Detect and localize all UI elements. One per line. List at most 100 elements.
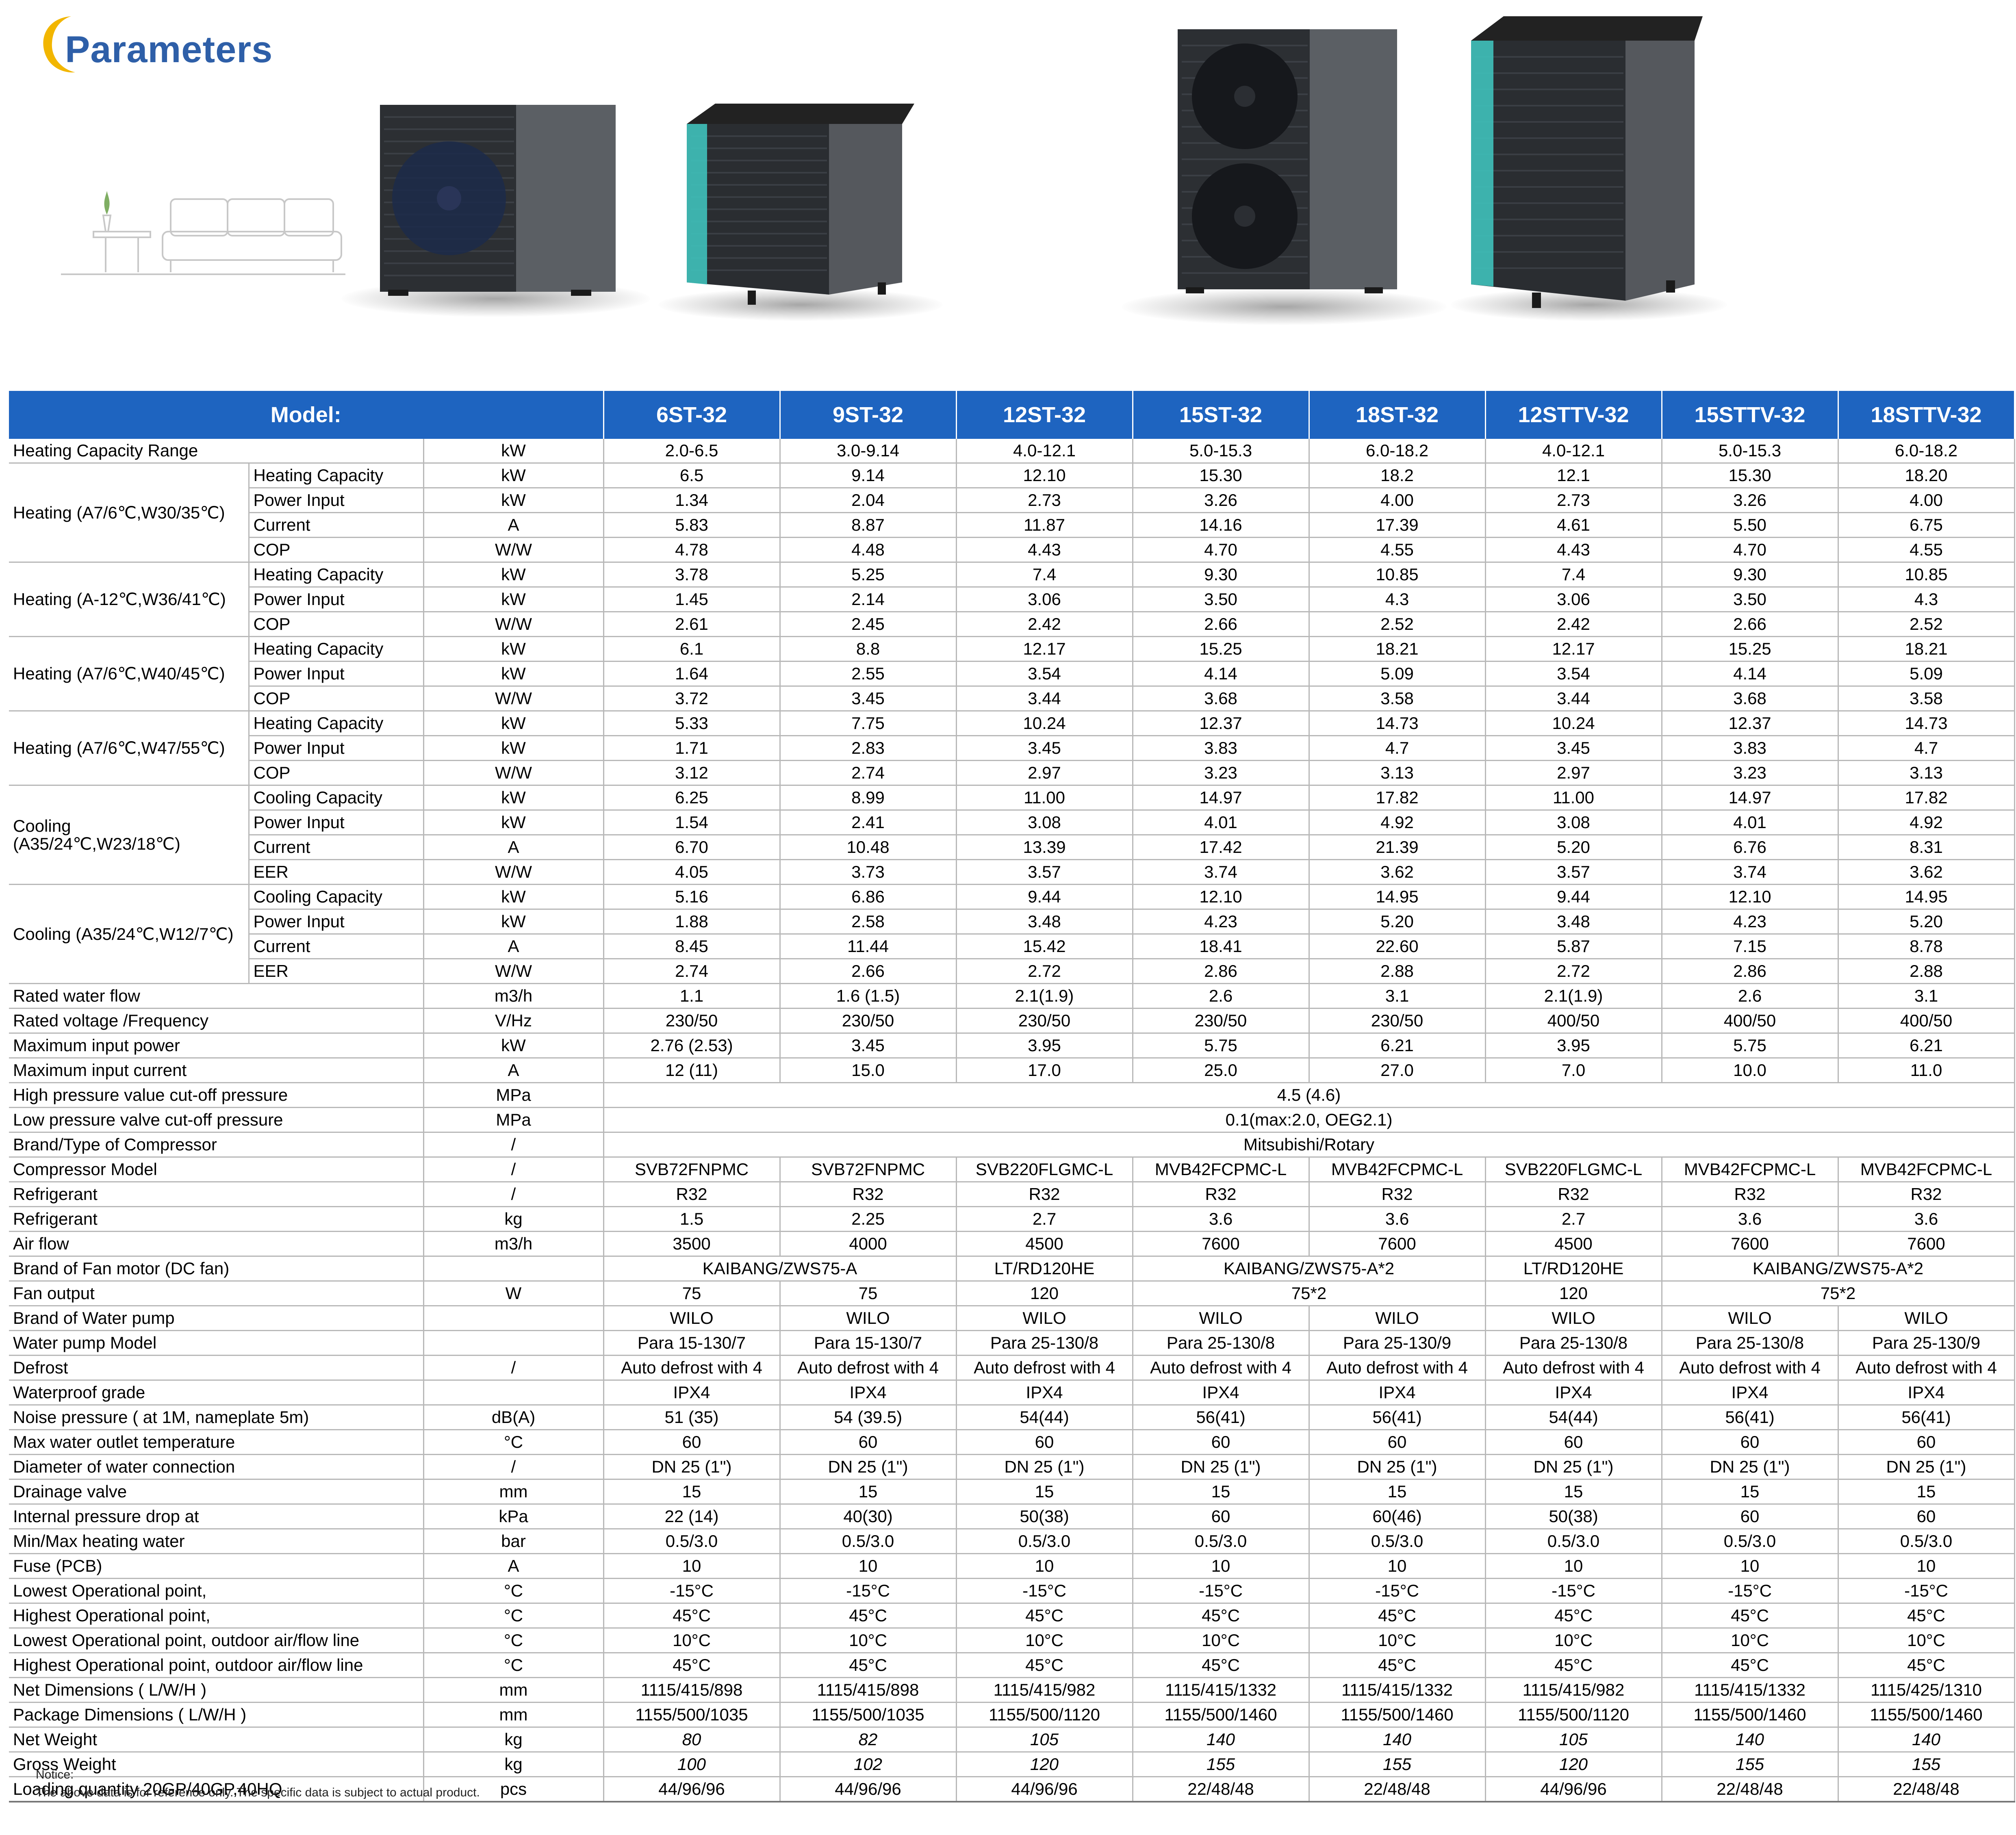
table-cell: 4.05 (603, 859, 781, 885)
table-cell: 4000 (780, 1231, 957, 1257)
table-row: Lowest Operational point, outdoor air/fl… (9, 1628, 2015, 1653)
table-cell: IPX4 (1662, 1380, 1839, 1406)
table-cell: 1.34 (603, 488, 781, 513)
row-label: Loading quantity 20GP/40GP,40HQ (9, 1776, 424, 1802)
table-cell: 400/50 (1838, 1008, 2015, 1034)
group-title: Heating (A7/6℃,W30/35℃) (13, 503, 225, 522)
row-unit: / (423, 1454, 604, 1480)
table-cell: Para 25-130/9 (1838, 1330, 2015, 1356)
group-title: Heating (A7/6℃,W47/55℃) (13, 738, 225, 757)
table-row: COP W/W 3.72 3.45 3.44 3.68 3.58 3.44 3.68 3.58 (9, 686, 2015, 711)
row-unit: kW (423, 562, 604, 588)
table-cell: Auto defrost with 4 (1662, 1355, 1839, 1381)
table-cell: 10.24 (1485, 711, 1662, 736)
table-cell: 3.12 (603, 760, 781, 786)
table-cell: 6.21 (1838, 1033, 2015, 1058)
table-cell: 4.43 (1485, 537, 1662, 563)
table-cell: 45°C (1838, 1653, 2015, 1678)
table-cell: 2.0-6.5 (603, 439, 781, 464)
group-label: Heating (A7/6℃,W40/45℃) (9, 636, 250, 711)
table-cell: 105 (956, 1727, 1133, 1753)
table-cell: 54(44) (1485, 1405, 1662, 1430)
table-cell: 45°C (1662, 1653, 1839, 1678)
table-cell: 12.17 (1485, 636, 1662, 662)
table-cell: 7600 (1662, 1231, 1839, 1257)
table-cell: 0.5/3.0 (780, 1529, 957, 1554)
table-cell: 1155/500/1035 (780, 1702, 957, 1728)
table-cell: 12.37 (1133, 711, 1310, 736)
table-cell: 8.87 (780, 512, 957, 538)
table-row: Fan output W 75 75 120 75*2 120 75*2 (9, 1281, 2015, 1306)
table-cell: 2.74 (603, 959, 781, 984)
table-cell: WILO (1133, 1306, 1310, 1331)
table-cell: 7.15 (1662, 934, 1839, 959)
table-cell: 155 (1838, 1752, 2015, 1777)
table-cell: 1115/415/1332 (1133, 1677, 1310, 1703)
table-row: Compressor Model / SVB72FNPMC SVB72FNPMC SVB… (9, 1157, 2015, 1182)
table-row: Power Input kW 1.71 2.83 3.45 3.83 4.7 3.45 3.83… (9, 735, 2015, 761)
table-cell: 1155/500/1035 (603, 1702, 781, 1728)
table-cell: 45°C (780, 1653, 957, 1678)
table-cell: 60 (1662, 1429, 1839, 1455)
table-cell: 3.44 (1485, 686, 1662, 711)
table-cell: 2.86 (1133, 959, 1310, 984)
table-cell: R32 (780, 1182, 957, 1207)
table-cell: 6.0-18.2 (1838, 439, 2015, 464)
table-cell: 102 (780, 1752, 957, 1777)
table-cell: 1.71 (603, 735, 781, 761)
table-cell: 7600 (1838, 1231, 2015, 1257)
row-unit: W/W (423, 612, 604, 637)
table-cell: 10 (1133, 1553, 1310, 1579)
table-cell: 1115/415/898 (603, 1677, 781, 1703)
table-cell: 1115/425/1310 (1838, 1677, 2015, 1703)
table-cell: SVB220FLGMC-L (1485, 1157, 1662, 1182)
table-cell: 230/50 (1309, 1008, 1486, 1034)
table-cell: 45°C (603, 1603, 781, 1629)
table-cell: -15°C (1662, 1578, 1839, 1604)
table-cell: 45°C (1309, 1603, 1486, 1629)
table-cell: 4.00 (1309, 488, 1486, 513)
table-cell: 3.57 (1485, 859, 1662, 885)
group-title-2: (A35/24℃,W23/18℃) (13, 834, 180, 853)
table-cell: 3.62 (1309, 859, 1486, 885)
row-unit: kW (423, 909, 604, 935)
table-cell: 2.72 (1485, 959, 1662, 984)
table-row: Refrigerant kg 1.5 2.25 2.7 3.6 3.6 2.7 3.6 3.6 (9, 1206, 2015, 1232)
table-cell: 2.6 (1662, 983, 1839, 1009)
table-cell: DN 25 (1") (780, 1454, 957, 1480)
model-column-header: 12ST-32 (956, 391, 1133, 439)
table-cell: 44/96/96 (780, 1776, 957, 1802)
row-label: Rated water flow (9, 983, 424, 1009)
row-label: Brand/Type of Compressor (9, 1132, 424, 1158)
table-cell: 1.5 (603, 1206, 781, 1232)
table-cell: 2.66 (780, 959, 957, 984)
page-title: Parameters (65, 29, 273, 70)
table-cell: 4.43 (956, 537, 1133, 563)
row-unit: A (423, 512, 604, 538)
table-cell: 10.85 (1838, 562, 2015, 588)
table-cell: 5.87 (1485, 934, 1662, 959)
table-cell: 82 (780, 1727, 957, 1753)
row-label: Max water outlet temperature (9, 1429, 424, 1455)
table-cell: 15.30 (1662, 463, 1839, 488)
table-cell: 5.09 (1838, 661, 2015, 687)
table-cell: 6.21 (1309, 1033, 1486, 1058)
row-label: Current (249, 934, 424, 959)
table-cell: 0.5/3.0 (1838, 1529, 2015, 1554)
table-cell: 0.5/3.0 (1133, 1529, 1310, 1554)
table-row: Rated voltage /Frequency V/Hz 230/50 230/50… (9, 1008, 2015, 1034)
table-cell: 1.6 (1.5) (780, 983, 957, 1009)
table-cell: DN 25 (1") (1485, 1454, 1662, 1480)
table-cell: MVB42FCPMC-L (1309, 1157, 1486, 1182)
table-cell: 4.3 (1838, 587, 2015, 612)
row-unit: A (423, 835, 604, 860)
row-label: Power Input (249, 488, 424, 513)
row-label: Fan output (9, 1281, 424, 1306)
table-cell: IPX4 (956, 1380, 1133, 1406)
table-cell: -15°C (1309, 1578, 1486, 1604)
table-cell: 45°C (780, 1603, 957, 1629)
table-cell: 15 (1133, 1479, 1310, 1505)
table-cell: 1.1 (603, 983, 781, 1009)
heat-pump-front-small-image (380, 105, 616, 296)
model-column-header: 9ST-32 (780, 391, 957, 439)
